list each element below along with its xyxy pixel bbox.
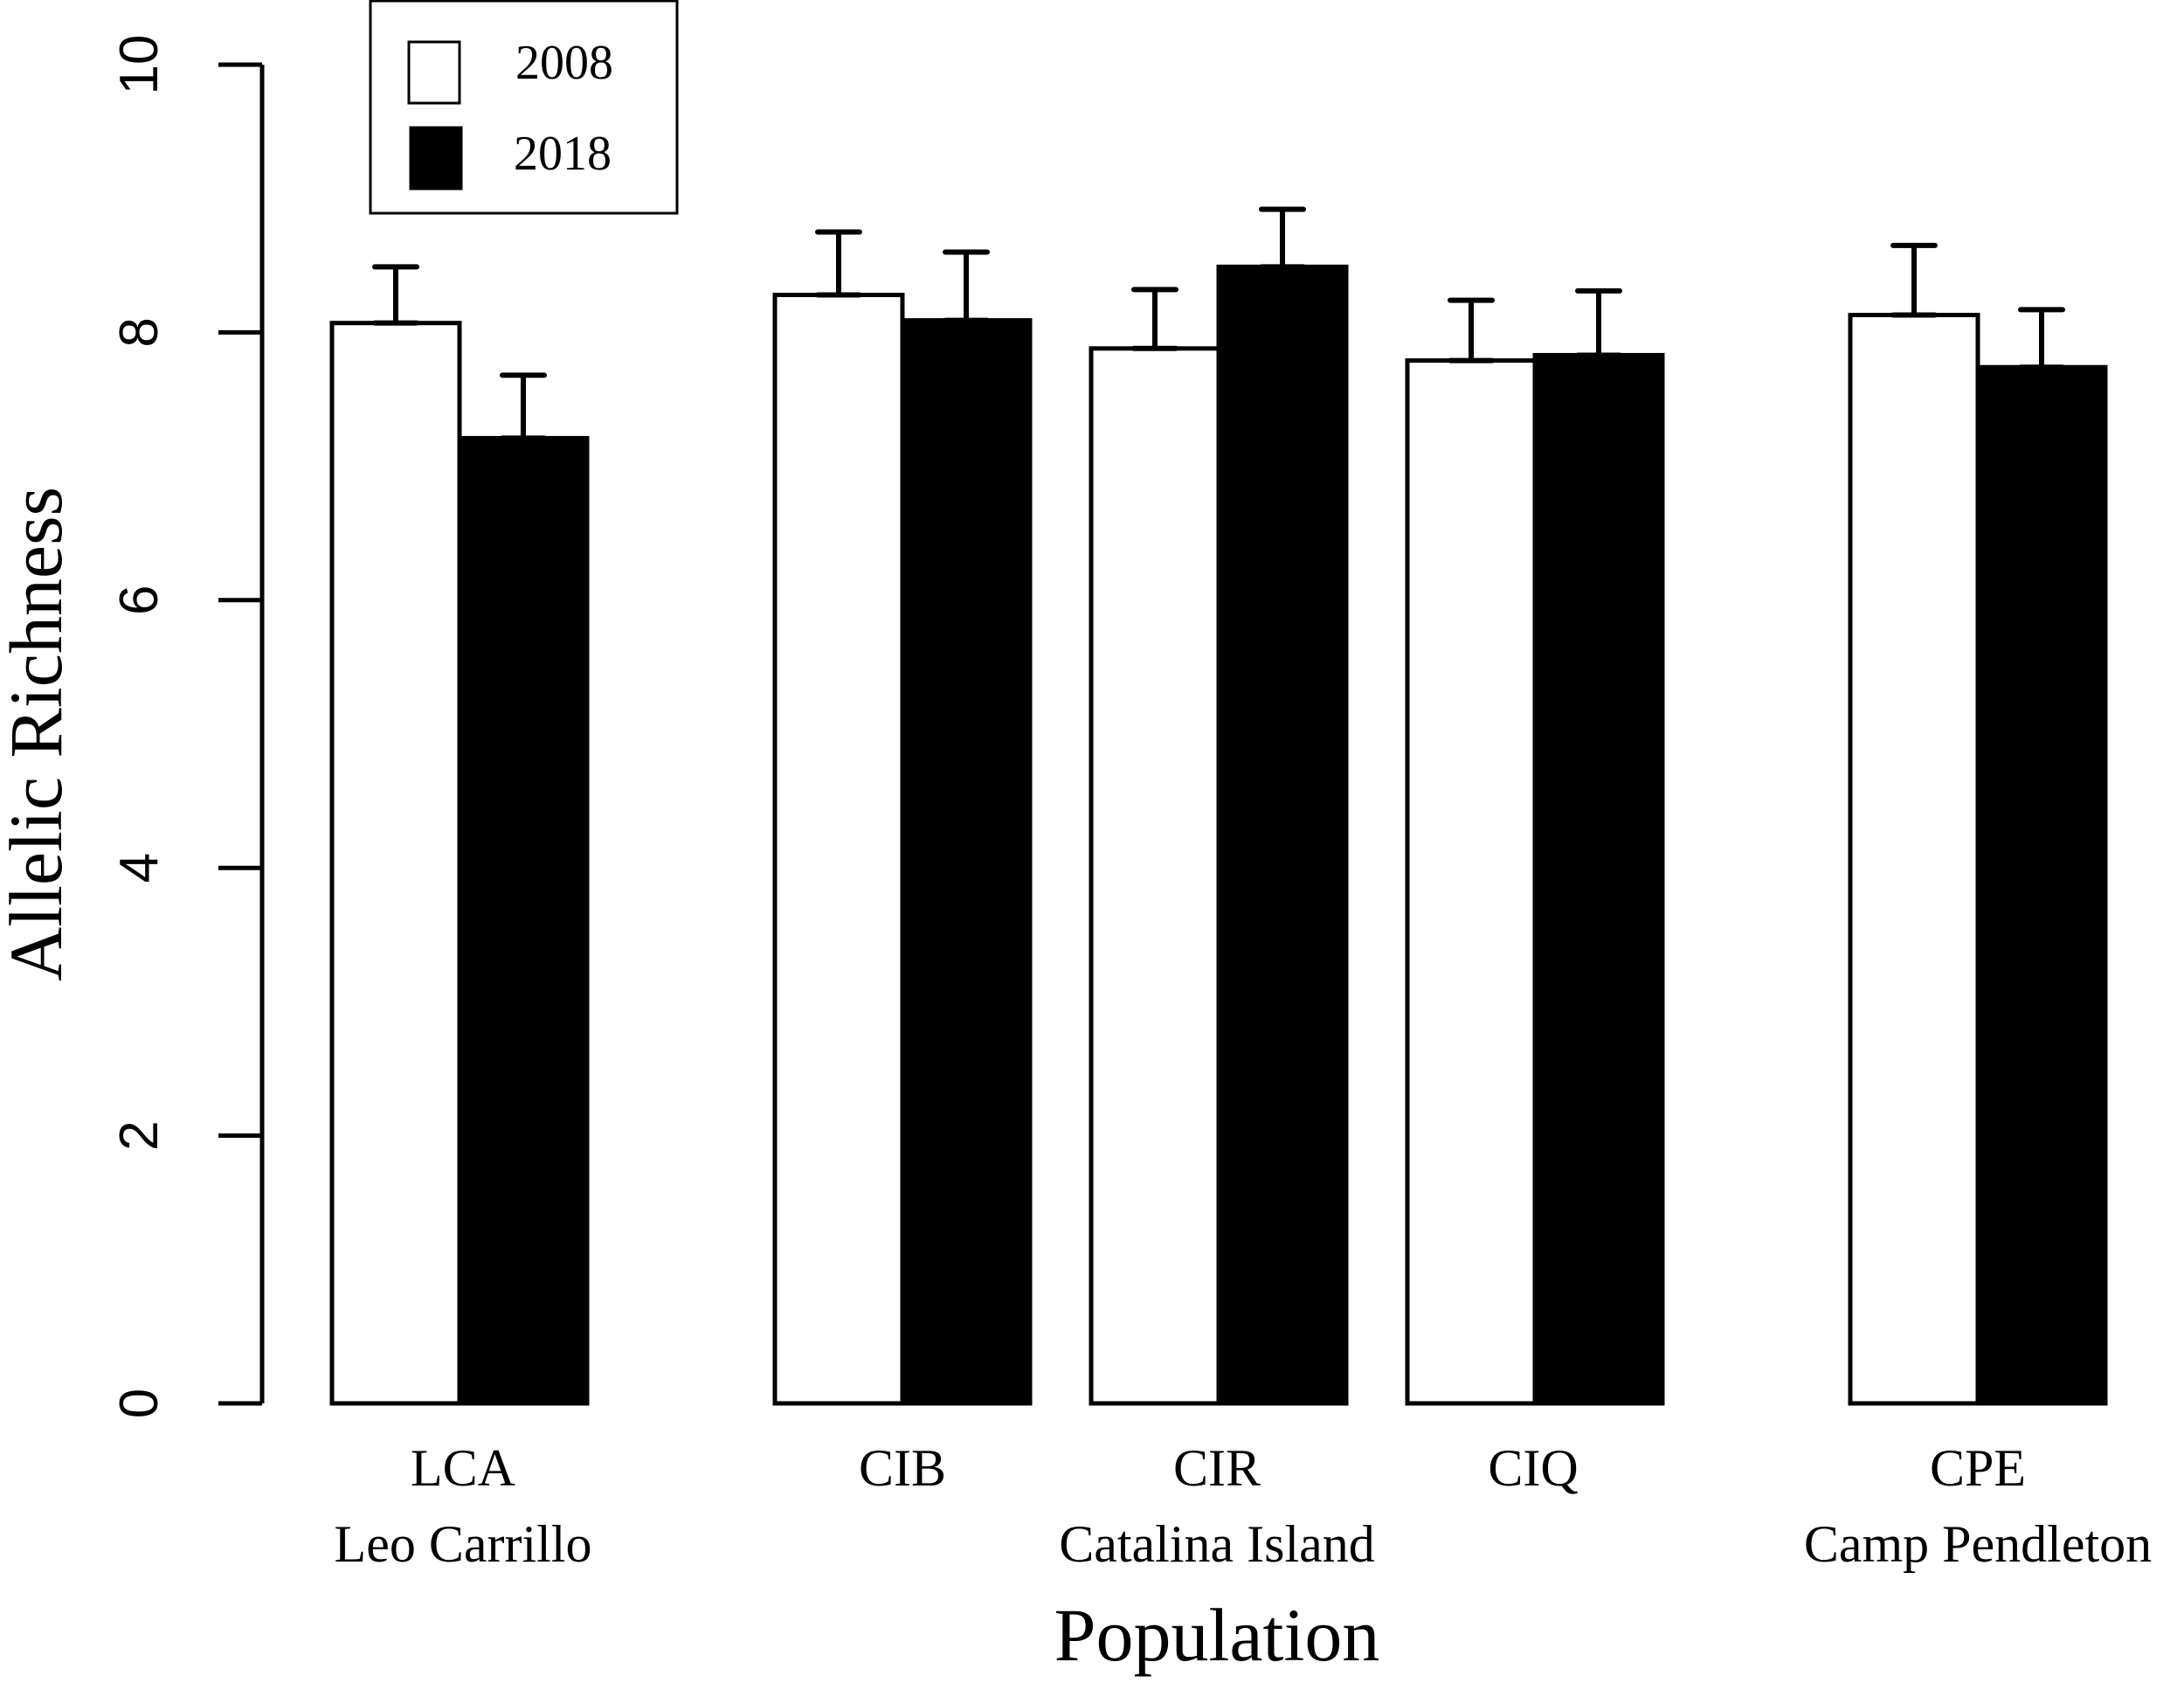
y-axis-title: Allelic Richness	[0, 487, 78, 981]
category-sublabel: Leo Carrillo	[335, 1515, 592, 1573]
category-label-cib: CIB	[859, 1439, 946, 1497]
category-label-lca: LCA	[411, 1439, 515, 1497]
bar-cpe-2008	[1848, 312, 1980, 1406]
category-label-cpe: CPE	[1930, 1439, 2026, 1497]
legend-label-2008: 2008	[515, 36, 613, 90]
x-axis-title: Population	[1054, 1593, 1380, 1677]
bar-ciq-2018	[1532, 352, 1665, 1406]
y-tick-label: 6	[109, 585, 169, 615]
y-tick-label: 4	[109, 853, 169, 883]
bar-ciq-2008	[1405, 358, 1538, 1406]
legend-label-2018: 2018	[514, 127, 612, 181]
y-tick-label: 8	[109, 317, 169, 347]
bar-cir-2008	[1089, 346, 1221, 1406]
category-labels: LCA CIB CIR CIQ CPE Leo Carrillo Catalina Isla…	[335, 1439, 2153, 1573]
category-label-ciq: CIQ	[1488, 1439, 1578, 1497]
category-sublabel: Camp Pendleton	[1804, 1515, 2152, 1573]
bar-lca-2008	[329, 321, 462, 1406]
category-sublabel: Catalina Island	[1059, 1515, 1375, 1573]
bar-lca-2018	[457, 435, 590, 1406]
legend-swatch-2018	[409, 126, 463, 190]
bar-cib-2018	[900, 318, 1033, 1406]
y-tick-label: 0	[109, 1389, 169, 1418]
y-axis: 0 2 4 6 8 10	[109, 35, 265, 1418]
bar-cib-2008	[772, 293, 905, 1406]
bar-cpe-2018	[1975, 364, 2108, 1406]
legend-swatch-2008	[407, 40, 461, 105]
category-label-cir: CIR	[1173, 1439, 1261, 1497]
legend: 2008 2018	[369, 0, 679, 215]
bars	[329, 206, 2108, 1406]
y-tick-label: 10	[109, 35, 169, 95]
y-tick-label: 2	[109, 1120, 169, 1150]
bar-cir-2018	[1216, 264, 1349, 1406]
